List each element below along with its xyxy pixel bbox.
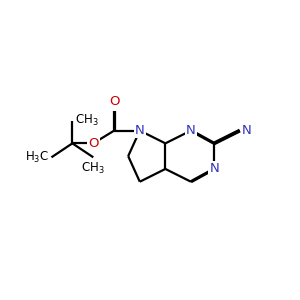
Text: O: O: [109, 95, 119, 109]
Text: O: O: [88, 137, 99, 150]
Text: H$_3$C: H$_3$C: [25, 150, 49, 165]
Text: N: N: [242, 124, 251, 137]
Text: CH$_3$: CH$_3$: [82, 161, 105, 176]
Text: N: N: [135, 124, 145, 137]
Text: N: N: [209, 162, 219, 176]
Text: CH$_3$: CH$_3$: [75, 112, 99, 128]
Text: N: N: [186, 124, 196, 137]
